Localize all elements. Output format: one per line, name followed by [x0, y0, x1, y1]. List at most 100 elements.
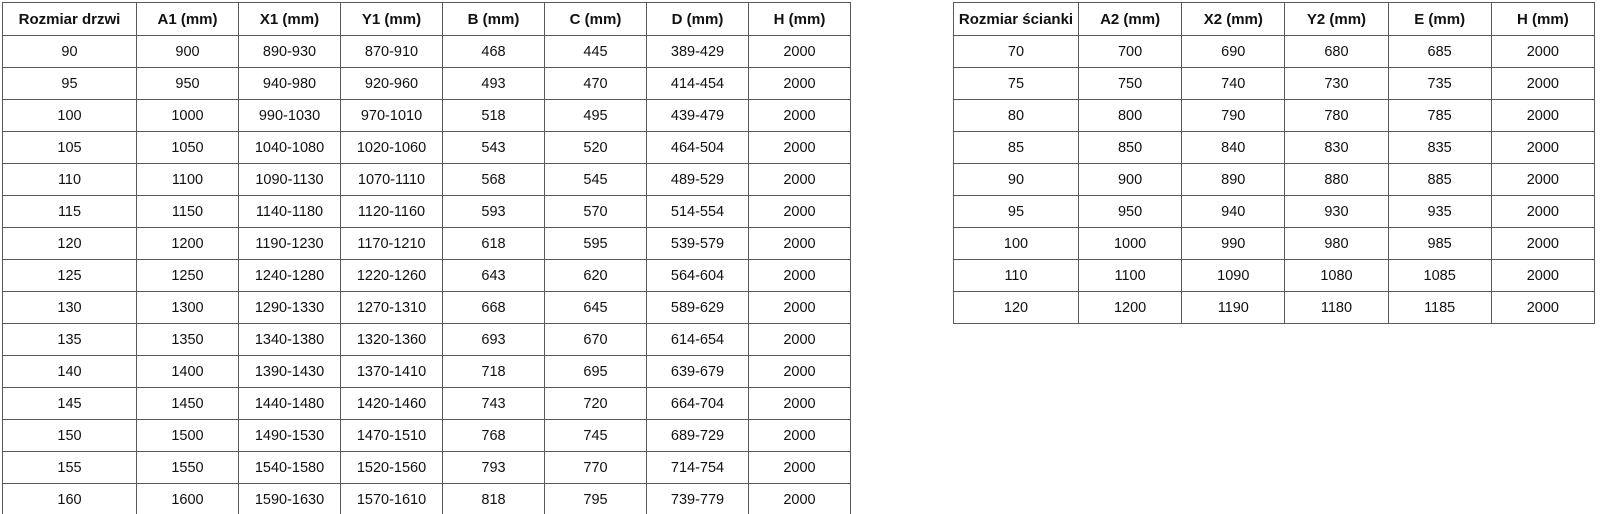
table-cell: 1340-1380 — [238, 323, 341, 356]
table-cell: 818 — [442, 483, 545, 514]
table-cell: 1000 — [136, 99, 239, 132]
table-cell: 1450 — [136, 387, 239, 420]
table-cell: 690 — [1181, 35, 1286, 68]
table-cell: 900 — [136, 35, 239, 68]
column-header: H (mm) — [1490, 2, 1596, 36]
table-cell: 2000 — [748, 419, 851, 452]
table-cell: 2000 — [748, 227, 851, 260]
table-cell: 1370-1410 — [340, 355, 443, 388]
table-cell: 495 — [544, 99, 647, 132]
table-cell: 880 — [1284, 163, 1389, 196]
table-cell: 850 — [1077, 131, 1183, 164]
table-cell: 100 — [2, 99, 137, 132]
table-cell: 2000 — [748, 323, 851, 356]
table-cell: 930 — [1284, 195, 1389, 228]
table-cell: 2000 — [748, 451, 851, 484]
table-cell: 700 — [1077, 35, 1183, 68]
table-row: 135 1350 1340-1380 1320-1360 693 670 614-654 20… — [2, 323, 851, 356]
table-row: 70 700 690 680 685 2000 — [953, 35, 1596, 68]
table-cell: 110 — [953, 259, 1079, 292]
table-row: 150 1500 1490-1530 1470-1510 768 745 689-729 20… — [2, 419, 851, 452]
table-cell: 1250 — [136, 259, 239, 292]
table-cell: 1200 — [1077, 291, 1183, 324]
table-cell: 645 — [544, 291, 647, 324]
table-cell: 95 — [2, 67, 137, 100]
table-row: 130 1300 1290-1330 1270-1310 668 645 589-629 20… — [2, 291, 851, 324]
table-cell: 1550 — [136, 451, 239, 484]
table-cell: 1180 — [1284, 291, 1389, 324]
table-cell: 140 — [2, 355, 137, 388]
table-cell: 718 — [442, 355, 545, 388]
table-row: 75 750 740 730 735 2000 — [953, 67, 1596, 100]
table-cell: 1400 — [136, 355, 239, 388]
table-cell: 795 — [544, 483, 647, 514]
table-cell: 1120-1160 — [340, 195, 443, 228]
table-cell: 940-980 — [238, 67, 341, 100]
table-cell: 1070-1110 — [340, 163, 443, 196]
table-cell: 1570-1610 — [340, 483, 443, 514]
table-cell: 730 — [1284, 67, 1389, 100]
table-cell: 1050 — [136, 131, 239, 164]
table-cell: 990 — [1181, 227, 1286, 260]
table-cell: 2000 — [1490, 35, 1596, 68]
column-header: A1 (mm) — [136, 2, 239, 36]
table-cell: 595 — [544, 227, 647, 260]
table-cell: 468 — [442, 35, 545, 68]
table-cell: 2000 — [1490, 99, 1596, 132]
table-cell: 160 — [2, 483, 137, 514]
table-cell: 750 — [1077, 67, 1183, 100]
table-cell: 735 — [1387, 67, 1492, 100]
column-header: X1 (mm) — [238, 2, 341, 36]
table-cell: 545 — [544, 163, 647, 196]
table-cell: 2000 — [1490, 195, 1596, 228]
table-cell: 150 — [2, 419, 137, 452]
table-row: 120 1200 1190 1180 1185 2000 — [953, 291, 1596, 324]
table-cell: 2000 — [748, 483, 851, 514]
table-cell: 110 — [2, 163, 137, 196]
table-cell: 639-679 — [646, 355, 749, 388]
table-cell: 1320-1360 — [340, 323, 443, 356]
table-cell: 70 — [953, 35, 1079, 68]
column-header: X2 (mm) — [1181, 2, 1286, 36]
table-row: 110 1100 1090-1130 1070-1110 568 545 489-529 20… — [2, 163, 851, 196]
table-cell: 1185 — [1387, 291, 1492, 324]
table-cell: 1220-1260 — [340, 259, 443, 292]
table-cell: 1350 — [136, 323, 239, 356]
table-cell: 689-729 — [646, 419, 749, 452]
table-cell: 2000 — [1490, 163, 1596, 196]
table-cell: 980 — [1284, 227, 1389, 260]
table-cell: 1190 — [1181, 291, 1286, 324]
table-cell: 80 — [953, 99, 1079, 132]
table-cell: 2000 — [748, 131, 851, 164]
table-cell: 75 — [953, 67, 1079, 100]
table-cell: 95 — [953, 195, 1079, 228]
header-row: Rozmiar ścianki A2 (mm) X2 (mm) Y2 (mm) E (m… — [953, 2, 1596, 36]
table-cell: 840 — [1181, 131, 1286, 164]
table-cell: 145 — [2, 387, 137, 420]
table-cell: 2000 — [748, 99, 851, 132]
table-cell: 720 — [544, 387, 647, 420]
table-cell: 793 — [442, 451, 545, 484]
table-cell: 493 — [442, 67, 545, 100]
table-cell: 714-754 — [646, 451, 749, 484]
table-cell: 1020-1060 — [340, 131, 443, 164]
table-row: 120 1200 1190-1230 1170-1210 618 595 539-579 20… — [2, 227, 851, 260]
table-cell: 155 — [2, 451, 137, 484]
table-cell: 970-1010 — [340, 99, 443, 132]
table-cell: 2000 — [1490, 131, 1596, 164]
table-cell: 740 — [1181, 67, 1286, 100]
table-cell: 589-629 — [646, 291, 749, 324]
table-cell: 85 — [953, 131, 1079, 164]
table-row: 160 1600 1590-1630 1570-1610 818 795 739-779 20… — [2, 483, 851, 514]
table-cell: 1190-1230 — [238, 227, 341, 260]
table-cell: 830 — [1284, 131, 1389, 164]
table-row: 100 1000 990-1030 970-1010 518 495 439-479 2000 — [2, 99, 851, 132]
table-cell: 470 — [544, 67, 647, 100]
table-cell: 1200 — [136, 227, 239, 260]
table-cell: 940 — [1181, 195, 1286, 228]
table-cell: 780 — [1284, 99, 1389, 132]
table-cell: 100 — [953, 227, 1079, 260]
table-cell: 1080 — [1284, 259, 1389, 292]
table-cell: 614-654 — [646, 323, 749, 356]
